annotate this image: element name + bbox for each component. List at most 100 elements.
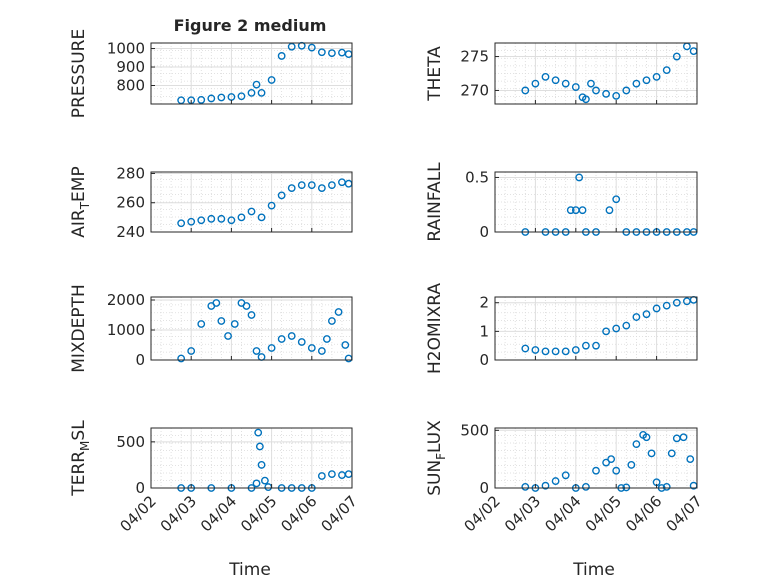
data-point — [197, 216, 206, 225]
data-point — [277, 191, 286, 200]
data-point — [575, 173, 584, 182]
subplot-rainfall: 0 0.5 RAINFALL — [425, 162, 698, 242]
data-point — [612, 195, 621, 204]
data-point — [605, 206, 614, 215]
data-point — [667, 449, 676, 458]
data-point — [257, 213, 266, 222]
y-tick-label: 260 — [116, 194, 145, 212]
data-point — [307, 344, 316, 352]
y-axis-label: THETA — [425, 46, 445, 102]
data-point — [541, 347, 550, 356]
data-point — [571, 346, 580, 354]
data-point — [197, 320, 206, 328]
data-point — [252, 479, 261, 488]
data-point — [327, 49, 336, 58]
data-point — [327, 470, 336, 479]
data-point — [317, 472, 326, 480]
data-point — [224, 332, 232, 340]
data-point — [521, 344, 530, 353]
data-point — [267, 76, 276, 84]
data-point — [632, 440, 641, 449]
data-point — [187, 217, 196, 226]
y-axis-label: RAINFALL — [425, 162, 445, 242]
data-point — [566, 206, 575, 215]
data-point — [197, 96, 206, 104]
data-point — [582, 341, 590, 350]
data-point — [287, 332, 296, 340]
data-point — [255, 442, 264, 451]
data-point — [207, 214, 216, 223]
data-point — [322, 335, 331, 343]
data-point — [602, 458, 610, 467]
data-point — [622, 321, 631, 330]
data-point — [327, 181, 336, 190]
axes-box — [150, 42, 353, 105]
data-point — [642, 310, 651, 319]
y-tick-label: 1000 — [107, 40, 145, 58]
data-point — [587, 79, 595, 88]
data-point — [612, 91, 621, 100]
data-point — [561, 79, 570, 88]
data-point — [686, 455, 695, 464]
subplot-mixdepth: 0 1000 2000 MIXDEPTH — [69, 284, 353, 373]
y-tick-label: 800 — [116, 77, 145, 95]
subplot-air_temp: 240 260 280 AIRTEMP — [69, 164, 353, 241]
data-point — [334, 308, 343, 316]
subplot-h2omixra: 0 1 2 H2OMIXRA — [425, 283, 698, 374]
data-point — [341, 341, 350, 349]
data-point — [317, 48, 326, 57]
axes-box — [494, 42, 698, 105]
y-tick-label: 275 — [460, 48, 489, 66]
data-point — [592, 466, 600, 475]
data-point — [582, 482, 590, 491]
data-point — [561, 347, 570, 356]
y-tick-label: 0 — [479, 351, 489, 369]
y-tick-label: 0 — [135, 351, 145, 369]
data-point — [327, 317, 336, 325]
data-point — [551, 347, 560, 356]
y-tick-label: 2000 — [107, 291, 145, 309]
y-axis-label: SUNFLUX — [425, 420, 448, 496]
data-point — [297, 181, 306, 190]
data-point — [632, 79, 641, 88]
data-point — [521, 86, 530, 95]
data-point — [247, 311, 256, 319]
axes-box — [494, 171, 698, 233]
y-tick-label: 0 — [135, 479, 145, 497]
data-point — [607, 455, 616, 464]
data-point — [237, 213, 246, 222]
data-point — [571, 83, 580, 91]
data-point — [257, 461, 266, 469]
y-axis-label: TERRMSL — [69, 420, 92, 497]
data-point — [247, 89, 256, 97]
data-point — [217, 317, 226, 325]
subplot-theta: 270 275 THETA — [425, 42, 698, 105]
data-point — [679, 433, 688, 442]
axes-box — [494, 427, 698, 489]
data-point — [672, 298, 681, 307]
y-tick-label: 0 — [479, 479, 489, 497]
data-point — [307, 43, 316, 52]
y-tick-label: 1000 — [107, 321, 145, 339]
y-axis-label: AIRTEMP — [69, 166, 92, 237]
data-point — [260, 476, 269, 485]
axes-box — [150, 427, 353, 489]
data-point — [254, 428, 263, 437]
y-tick-label: 900 — [116, 58, 145, 76]
data-point — [622, 86, 631, 95]
data-point — [642, 433, 651, 442]
data-point — [531, 79, 540, 88]
figure-title: Figure 2 medium — [174, 16, 327, 35]
data-point — [652, 304, 661, 313]
y-tick-label: 270 — [460, 81, 489, 99]
data-point — [632, 313, 641, 321]
data-point — [662, 301, 671, 310]
data-point — [187, 347, 196, 355]
data-point — [561, 471, 570, 480]
x-axis-label-left: Time — [228, 560, 271, 580]
data-point — [277, 52, 286, 60]
data-point — [277, 335, 286, 343]
